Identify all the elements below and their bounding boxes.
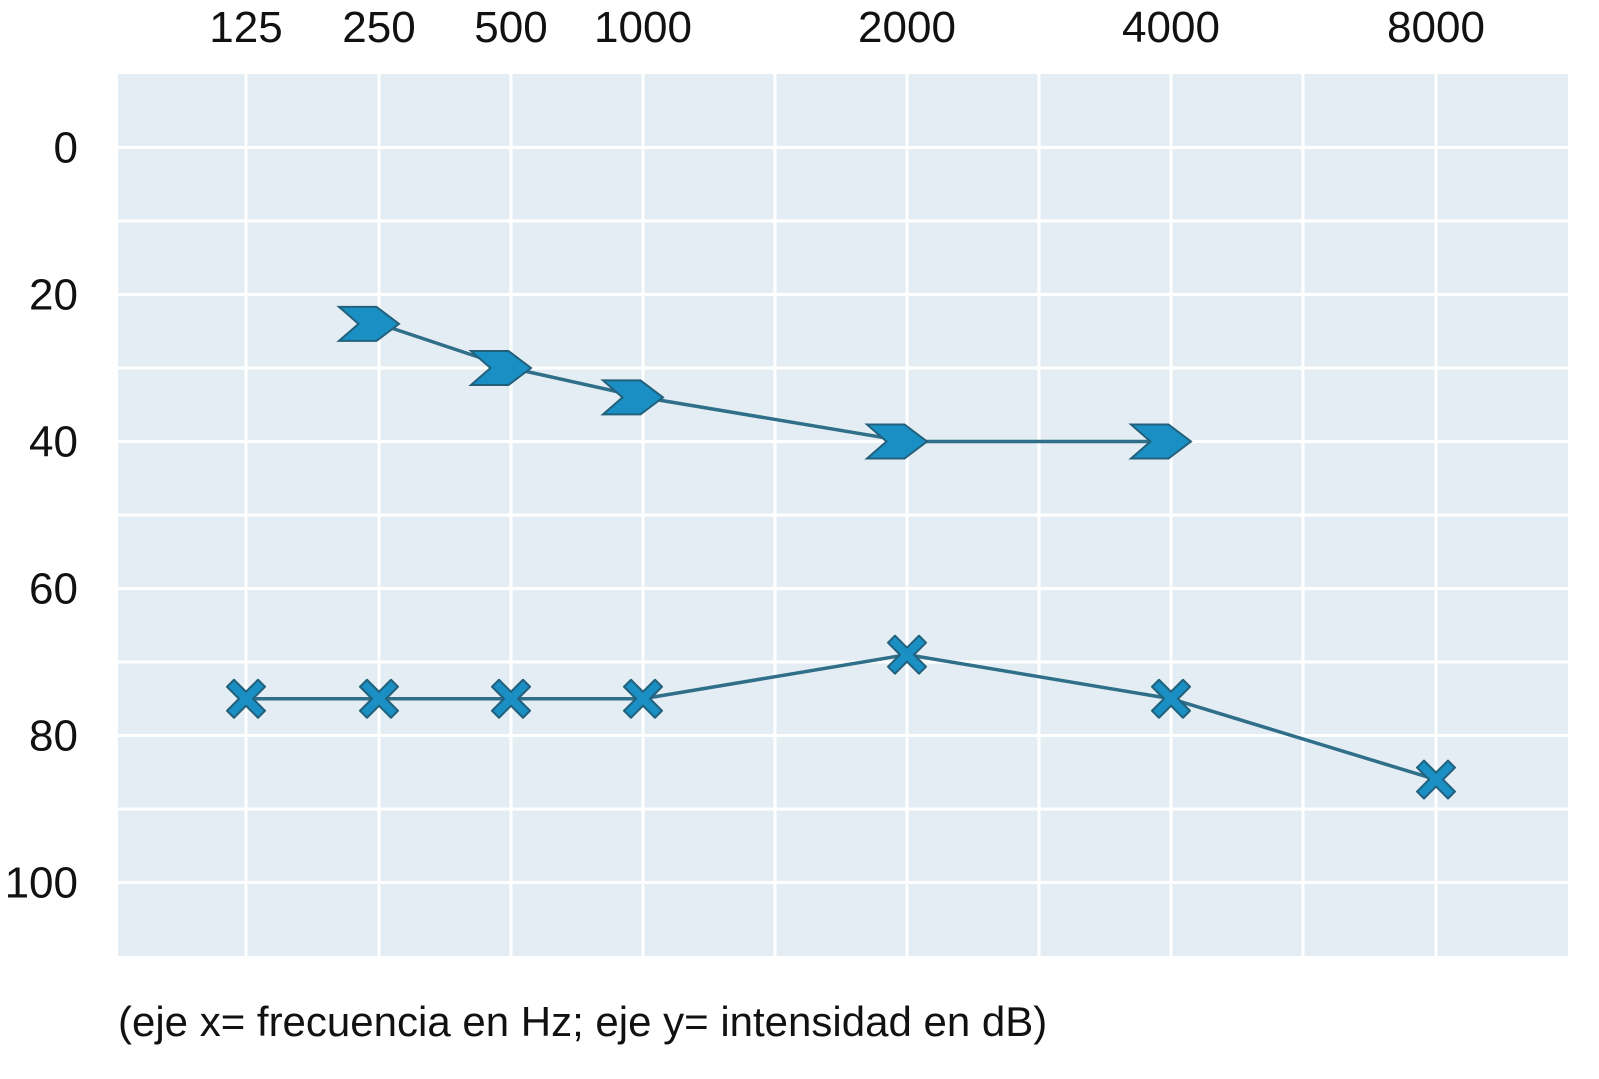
x-tick-label: 2000 bbox=[858, 3, 956, 52]
y-tick-label: 20 bbox=[29, 271, 78, 320]
series-chevron bbox=[336, 305, 1193, 460]
data-point-x bbox=[359, 678, 399, 719]
data-point-x bbox=[491, 678, 531, 719]
data-point-x bbox=[1416, 759, 1456, 800]
y-tick-label: 80 bbox=[29, 712, 78, 761]
data-point-x bbox=[226, 678, 266, 719]
data-point-chevron bbox=[1128, 423, 1193, 460]
y-tick-label: 0 bbox=[54, 124, 78, 173]
x-tick-label: 500 bbox=[474, 3, 547, 52]
x-tick-label: 250 bbox=[342, 3, 415, 52]
data-point-chevron bbox=[336, 305, 401, 342]
x-tick-label: 8000 bbox=[1387, 3, 1485, 52]
x-axis-tick-labels: 125 250 500 1000 2000 4000 8000 bbox=[209, 3, 1485, 52]
data-point-x bbox=[623, 678, 663, 719]
series-group bbox=[226, 305, 1456, 800]
y-tick-label: 60 bbox=[29, 565, 78, 614]
chart-caption: (eje x= frecuencia en Hz; eje y= intensi… bbox=[118, 998, 1047, 1045]
x-tick-label: 125 bbox=[209, 3, 282, 52]
data-point-chevron bbox=[864, 423, 929, 460]
x-tick-label: 4000 bbox=[1122, 3, 1220, 52]
y-axis-tick-labels: 0 20 40 60 80 100 bbox=[5, 124, 78, 908]
grid-lines bbox=[118, 74, 1568, 956]
series-x bbox=[226, 634, 1456, 800]
y-tick-label: 40 bbox=[29, 418, 78, 467]
data-point-x bbox=[887, 634, 927, 675]
y-tick-label: 100 bbox=[5, 859, 78, 908]
data-point-chevron bbox=[600, 379, 665, 416]
data-point-x bbox=[1151, 678, 1191, 719]
data-point-chevron bbox=[468, 350, 533, 386]
x-tick-label: 1000 bbox=[594, 3, 692, 52]
